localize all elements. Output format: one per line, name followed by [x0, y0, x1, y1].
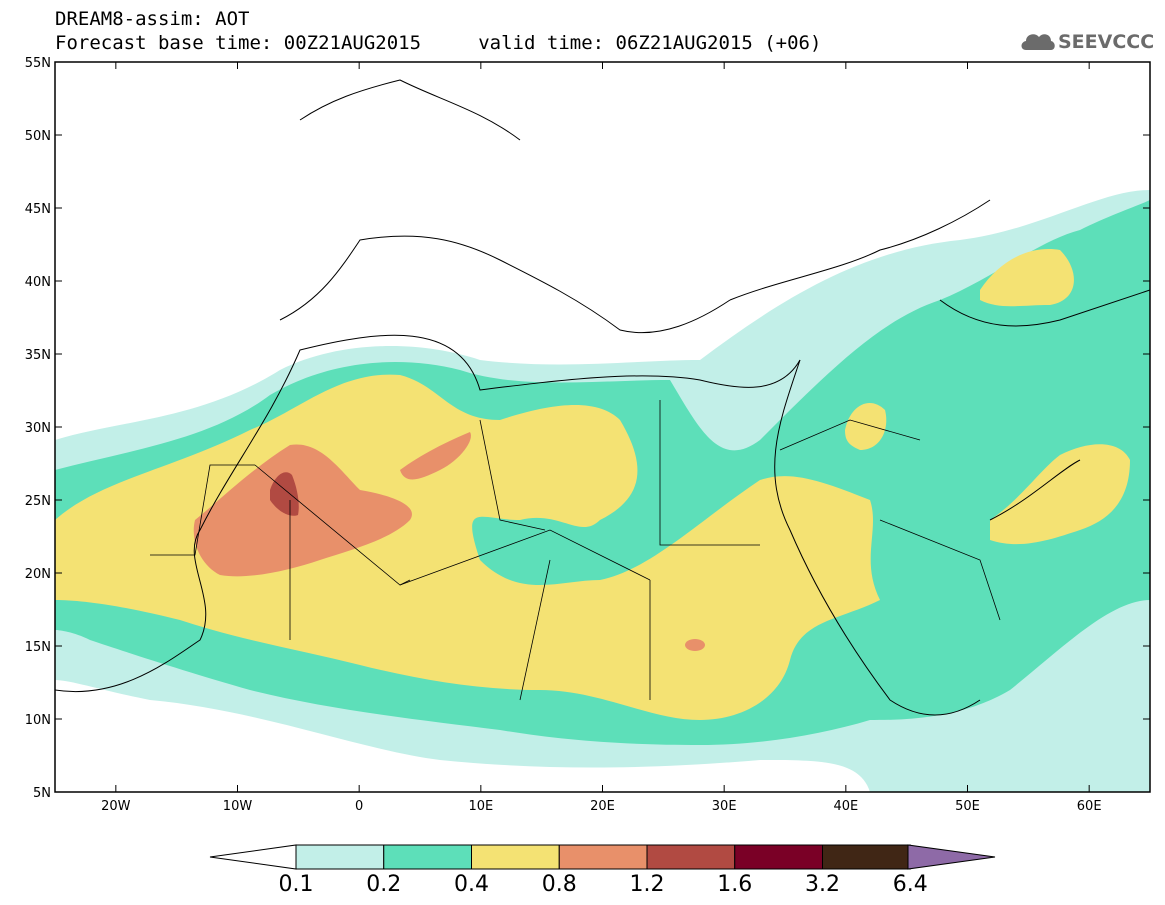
lat-label: 30N [25, 421, 51, 436]
lat-label: 50N [25, 129, 51, 144]
colorbar-label: 0.8 [541, 872, 577, 897]
lon-label: 40E [833, 799, 858, 814]
lat-label: 35N [25, 348, 51, 363]
colorbar-box [471, 844, 560, 870]
aot-contour-0.8 [193, 444, 412, 577]
aot-contour-0.4-arabia [845, 402, 887, 450]
colorbar-label: 6.4 [892, 872, 928, 897]
lon-label: 50E [955, 799, 980, 814]
colorbar-box [295, 844, 385, 870]
aot-contour-0.4 [55, 374, 880, 720]
forecast-times: Forecast base time: 00Z21AUG2015 valid t… [55, 32, 822, 54]
aot-contour-0.4-caspian [980, 249, 1074, 307]
map-title: DREAM8-assim: AOT [55, 8, 250, 30]
lat-label: 10N [25, 713, 51, 728]
lat-label: 5N [33, 786, 51, 801]
colorbar-box [822, 844, 911, 870]
colorbar-box [646, 844, 736, 870]
colorbar-box [383, 844, 472, 870]
lon-label: 10E [468, 799, 493, 814]
aot-contour-0.4-east [990, 444, 1130, 545]
colorbar-label: 1.2 [629, 872, 665, 897]
colorbar-label: 3.2 [805, 872, 840, 897]
lon-label: 60E [1077, 799, 1102, 814]
lat-label: 45N [25, 202, 51, 217]
colorbar-label: 1.6 [717, 872, 753, 897]
lat-label: 20N [25, 567, 51, 582]
colorbar-low-triangle [209, 844, 297, 870]
lon-label: 0 [355, 799, 363, 814]
seevccc-logo: SEEVCCC [1021, 31, 1154, 53]
logo-text: SEEVCCC [1058, 31, 1154, 53]
lat-label: 55N [25, 56, 51, 71]
country-borders [150, 400, 1001, 701]
lat-label: 15N [25, 640, 51, 655]
lon-label: 10W [223, 799, 253, 814]
colorbar-high-triangle [907, 844, 996, 870]
aot-contour-0.8-c [685, 639, 705, 651]
lon-label: 30E [712, 799, 737, 814]
lat-label: 40N [25, 275, 51, 290]
cloud-icon [1021, 34, 1055, 50]
coastlines [55, 79, 1150, 716]
colorbar-box [734, 844, 823, 870]
colorbar-label: 0.1 [278, 872, 314, 897]
lat-label: 25N [25, 494, 51, 509]
colorbar-label: 0.2 [366, 872, 402, 897]
lon-label: 20E [590, 799, 615, 814]
colorbar-label: 0.4 [454, 872, 489, 897]
aot-contour-0.8-b [400, 432, 471, 480]
colorbar [209, 844, 996, 870]
lon-label: 20W [101, 799, 131, 814]
colorbar-box [558, 844, 648, 870]
